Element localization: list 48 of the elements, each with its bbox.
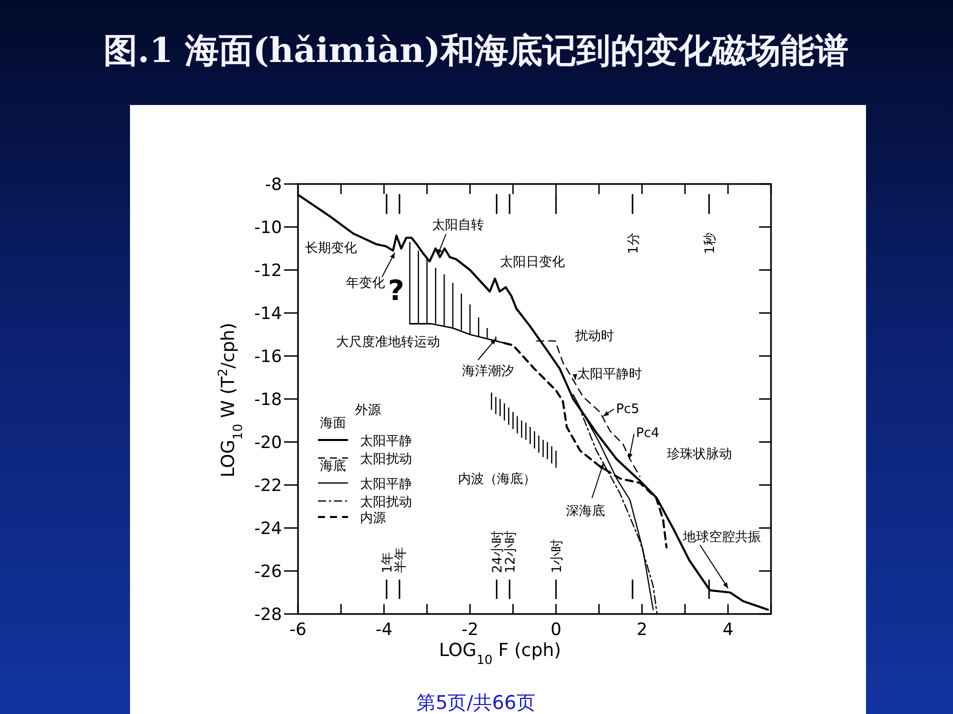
annotation: Pc4 bbox=[636, 426, 660, 441]
y-tick-label: -8 bbox=[265, 175, 282, 195]
x-axis-title: LOG$_{10}$ F (cph) bbox=[438, 640, 562, 666]
annotation: 海底 bbox=[320, 459, 346, 474]
annotation: 太阳平静时 bbox=[577, 367, 642, 382]
annotation: 地球空腔共振 bbox=[682, 530, 761, 545]
text: 第5页/共66页 bbox=[416, 692, 536, 714]
annotation: 大尺度准地转运动 bbox=[336, 334, 440, 350]
ref-line-label: 12小时 bbox=[504, 530, 519, 574]
x-tick-label: 0 bbox=[550, 620, 562, 640]
legend-label: 太阳扰动 bbox=[360, 452, 412, 467]
legend-label: 太阳平静 bbox=[360, 477, 412, 492]
y-tick-label: -20 bbox=[254, 433, 282, 453]
annotation: 长期变化 bbox=[305, 241, 357, 256]
y-tick-label: -26 bbox=[254, 562, 282, 582]
ref-line-label: 半年 bbox=[393, 547, 408, 574]
annotation: 扰动时 bbox=[574, 329, 614, 344]
x-tick-label: 2 bbox=[636, 620, 648, 640]
ref-line-label: 1分 bbox=[626, 232, 642, 254]
annotation: 太阳自转 bbox=[432, 218, 484, 233]
annotation: Pc5 bbox=[616, 402, 640, 417]
annotation: 海洋潮汐 bbox=[462, 364, 514, 379]
annotation: 太阳日变化 bbox=[500, 255, 565, 270]
legend-label: 太阳平静 bbox=[360, 434, 412, 449]
ref-line-label: 1小时 bbox=[550, 538, 565, 574]
x-tick-label: 4 bbox=[722, 620, 734, 640]
annotation: 内波（海底） bbox=[458, 472, 536, 487]
y-tick-label: -14 bbox=[254, 304, 282, 324]
ref-line-label: 1秒 bbox=[703, 232, 718, 254]
y-tick-label: -12 bbox=[254, 261, 282, 281]
chart-title: 图.1 海面(hǎimiàn)和海底记到的变化磁场能谱 bbox=[104, 31, 848, 71]
annotation: 珍珠状脉动 bbox=[667, 447, 732, 462]
y-tick-label: -18 bbox=[254, 390, 282, 410]
x-tick-label: -4 bbox=[376, 620, 392, 640]
annotation: 深海底 bbox=[566, 504, 605, 519]
y-tick-label: -24 bbox=[254, 519, 282, 539]
x-tick-label: -2 bbox=[462, 620, 478, 640]
legend-title: 外源 bbox=[355, 403, 381, 418]
legend-label: 太阳扰动 bbox=[360, 495, 412, 510]
annotation: ? bbox=[388, 274, 404, 307]
x-tick-label: -6 bbox=[290, 620, 306, 640]
y-tick-label: -16 bbox=[254, 347, 282, 367]
annotation: 海面 bbox=[320, 416, 346, 431]
y-tick-label: -22 bbox=[254, 476, 282, 496]
y-tick-label: -10 bbox=[254, 218, 282, 238]
y-tick-label: -28 bbox=[254, 605, 282, 625]
legend-label: 内源 bbox=[360, 511, 386, 526]
annotation: 年变化 bbox=[346, 276, 385, 291]
